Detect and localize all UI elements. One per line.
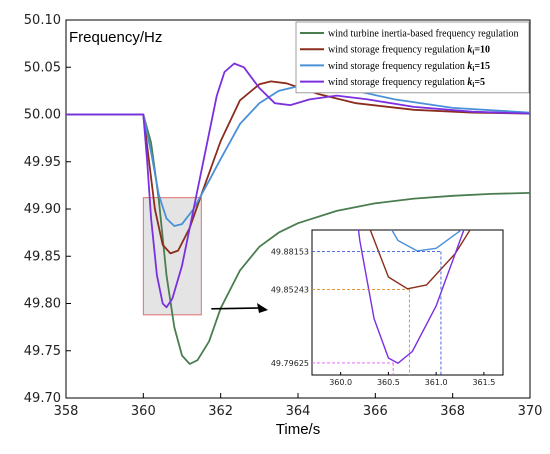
legend-k-value: =15 — [474, 61, 490, 72]
legend-k-subscript: i — [472, 81, 474, 89]
series-line-2 — [66, 85, 531, 227]
legend-k-symbol: k — [467, 61, 472, 72]
x-tick-label: 368 — [440, 404, 465, 419]
legend-entry-3: wind storage frequency regulation ki=5 — [328, 77, 485, 89]
x-tick-label: 360 — [131, 404, 156, 419]
legend-k-value: =10 — [474, 45, 490, 56]
legend-k-subscript: i — [472, 65, 474, 73]
y-tick-label: 49.75 — [24, 344, 61, 359]
x-tick-label: 358 — [54, 404, 79, 419]
legend-name-text: wind storage frequency regulation — [328, 61, 467, 72]
inset-x-tick-label: 361.5 — [472, 378, 495, 387]
inset-frame — [311, 229, 504, 376]
y-tick-label: 50.00 — [24, 108, 61, 123]
legend-k-value: =5 — [474, 77, 485, 88]
y-tick-label: 49.70 — [24, 391, 61, 406]
legend-name-text: wind storage frequency regulation — [328, 77, 467, 88]
legend-k-symbol: k — [467, 77, 472, 88]
x-tick-label: 362 — [208, 404, 233, 419]
series-line-1 — [66, 80, 531, 255]
legend-entry-2: wind storage frequency regulation ki=15 — [328, 61, 490, 73]
legend-entry-1: wind storage frequency regulation ki=10 — [328, 45, 490, 57]
y-tick-label: 49.95 — [24, 155, 61, 170]
x-axis-label: Time/s — [276, 421, 320, 438]
legend-k-symbol: k — [467, 45, 472, 56]
x-tick-label: 366 — [363, 404, 388, 419]
y-tick-label: 49.80 — [24, 297, 61, 312]
inset-zoom-plot: 49.88153 49.85243 49.79625 360.0 360.5 361.0 3… — [271, 229, 504, 387]
inset-x-tick-label: 361.0 — [425, 378, 448, 387]
y-axis-label: Frequency/Hz — [69, 29, 162, 46]
zoom-arrow-head — [257, 303, 268, 313]
legend-name-text: wind storage frequency regulation — [328, 45, 467, 56]
x-tick-label: 370 — [518, 404, 543, 419]
zoom-arrow — [211, 307, 261, 310]
y-tick-label: 50.05 — [24, 60, 61, 75]
x-tick-label: 364 — [286, 404, 311, 419]
inset-annotation-label-2: 49.79625 — [271, 359, 309, 368]
legend: wind turbine inertia-based frequency reg… — [295, 21, 530, 94]
y-tick-label: 49.85 — [24, 249, 61, 264]
inset-series-line-3 — [357, 230, 465, 364]
inset-annotation-label-0: 49.88153 — [271, 248, 309, 257]
series-line-3 — [66, 62, 531, 309]
legend-k-subscript: i — [472, 49, 474, 57]
y-tick-label: 50.10 — [24, 13, 61, 28]
legend-box — [295, 21, 530, 94]
inset-x-tick-label: 360.0 — [329, 378, 352, 387]
inset-annotation-label-1: 49.85243 — [271, 286, 309, 295]
y-tick-label: 49.90 — [24, 202, 61, 217]
inset-series-group — [357, 230, 471, 364]
inset-x-tick-label: 360.5 — [377, 378, 400, 387]
legend-entry-0: wind turbine inertia-based frequency reg… — [328, 29, 518, 40]
